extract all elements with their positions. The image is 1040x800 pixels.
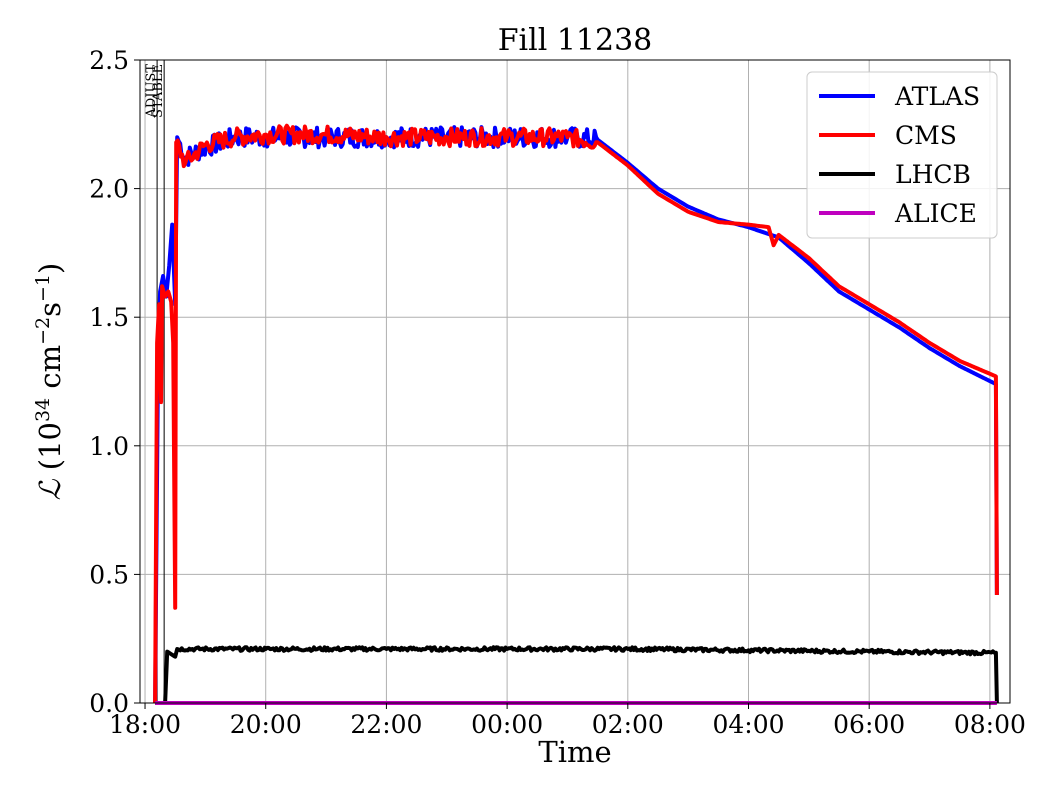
x-tick-label: 00:00 [471, 710, 543, 739]
y-label-exp1: 34 [32, 398, 54, 422]
y-label-close: ) [33, 263, 67, 274]
x-tick-label: 04:00 [712, 710, 784, 739]
x-tick-label: 22:00 [350, 710, 422, 739]
y-tick-label: 1.0 [89, 432, 129, 461]
y-axis-label: ℒ (1034 cm−2s−1) [32, 263, 67, 501]
legend-label-lhcb: LHCB [895, 160, 971, 189]
y-tick-label: 2.0 [89, 175, 129, 204]
y-tick-label: 0.5 [89, 560, 129, 589]
y-label-exp2: −2 [32, 317, 54, 345]
x-tick-label: 02:00 [592, 710, 664, 739]
y-tick-label: 0.0 [89, 689, 129, 718]
y-label-mid: cm [33, 345, 67, 398]
legend-box [806, 71, 998, 239]
y-label-s: s [33, 302, 67, 317]
x-axis-label: Time [538, 735, 611, 769]
y-tick-label: 1.5 [89, 303, 129, 332]
chart-title: Fill 11238 [498, 23, 653, 58]
plot-frame [139, 59, 1011, 704]
y-label-exp3: −1 [32, 274, 54, 302]
mode-marker-label: STABLE [151, 64, 166, 118]
y-label-open: (10 [33, 422, 67, 479]
legend-label-cms: CMS [895, 121, 957, 150]
x-tick-label: 08:00 [954, 710, 1026, 739]
x-tick-label: 20:00 [230, 710, 302, 739]
y-tick-label: 2.5 [89, 46, 129, 75]
legend-label-atlas: ATLAS [894, 82, 980, 111]
x-tick-label: 06:00 [833, 710, 905, 739]
y-label-symbol: ℒ [33, 478, 67, 500]
legend: ATLAS CMS LHCB ALICE [806, 71, 998, 239]
legend-label-alice: ALICE [894, 199, 977, 228]
series-line-cms [153, 123, 999, 704]
series-line-lhcb [154, 645, 999, 705]
mode-marker-label: ADJUST [144, 64, 159, 119]
axis-ticks: 18:00 20:00 22:00 00:00 02:00 04:00 06:00 08:00… [89, 46, 1026, 739]
x-tick-label: 18:00 [109, 710, 181, 739]
